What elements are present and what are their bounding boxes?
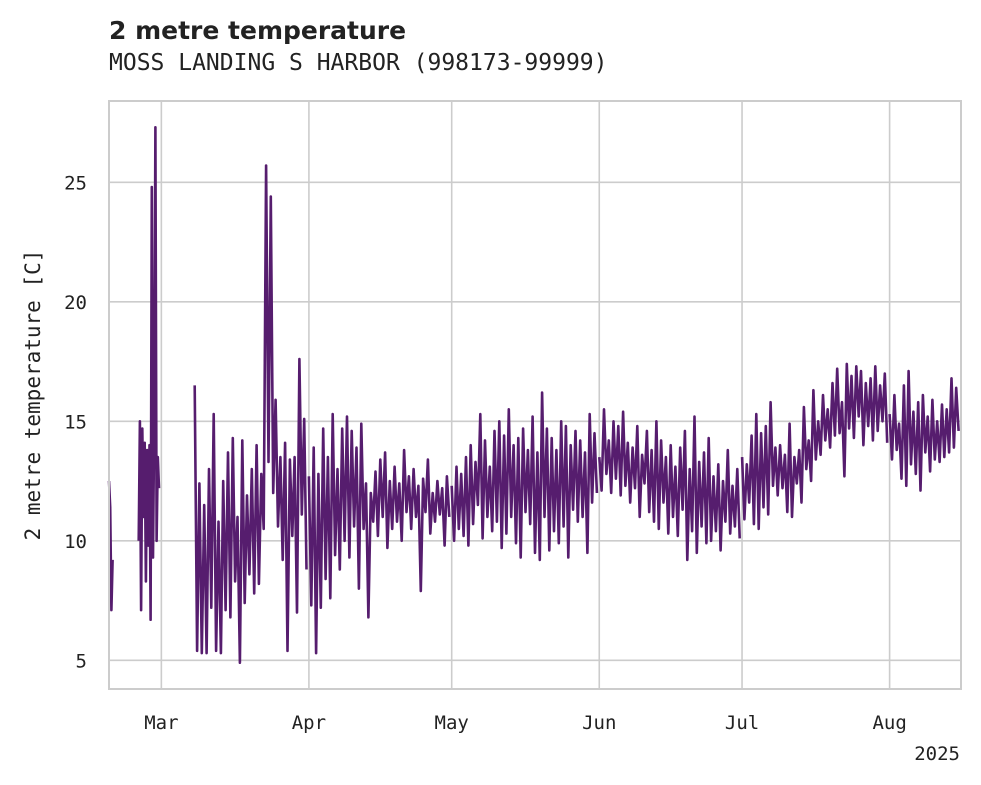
x-tick-label: May: [435, 712, 469, 734]
series-line-segment: [307, 412, 451, 655]
y-tick-label: 5: [76, 650, 87, 672]
series-line-segment: [450, 391, 599, 562]
grid-lines: [109, 101, 961, 689]
y-tick-label: 15: [64, 411, 87, 433]
y-tick-label: 25: [64, 172, 87, 194]
series-layer: [107, 126, 960, 665]
series-line-segment: [598, 407, 741, 562]
x-axis-year-label: 2025: [914, 743, 960, 765]
x-tick-label: Mar: [144, 712, 178, 734]
x-tick-label: Jul: [725, 712, 759, 734]
y-axis-label: 2 metre temperature [C]: [21, 250, 45, 541]
series-line-segment: [888, 369, 960, 492]
plot-frame: [108, 100, 962, 690]
y-tick-label: 10: [64, 531, 87, 553]
series-line-segment: [193, 164, 308, 665]
series-line-segment: [137, 126, 161, 622]
x-tick-label: Aug: [872, 712, 906, 734]
tick-labels: 5 10 15 20 25 Mar Apr May Jun Jul Aug: [64, 172, 907, 734]
x-tick-label: Apr: [292, 712, 326, 734]
chart-title: 2 metre temperature: [109, 16, 407, 45]
chart-subtitle: MOSS LANDING S HARBOR (998173-99999): [109, 50, 608, 76]
y-tick-label: 20: [64, 292, 87, 314]
x-tick-label: Jun: [582, 712, 616, 734]
series-line-segment: [740, 362, 889, 531]
